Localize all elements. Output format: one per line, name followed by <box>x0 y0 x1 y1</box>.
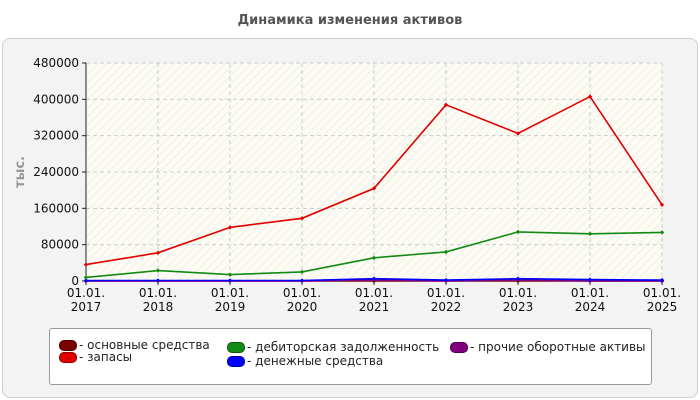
legend-item-receivables: - дебиторская задолженность <box>227 340 439 354</box>
x-tick-label: 01.01. 2018 <box>139 286 177 314</box>
y-tick-label: 240000 <box>33 165 79 179</box>
data-point <box>299 278 305 283</box>
legend-item-inventory: - запасы <box>59 350 132 364</box>
y-tick-labels: 0 80000 160000 240000 320000 400000 480000 <box>33 56 79 288</box>
data-point <box>515 131 521 136</box>
x-tick-label: 01.01. 2020 <box>283 286 321 314</box>
legend-item-fixed-assets: - основные средства <box>59 338 210 352</box>
data-point <box>659 230 665 235</box>
data-point <box>371 186 377 191</box>
data-point <box>587 231 593 236</box>
y-tick-label: 320000 <box>33 129 79 143</box>
x-tick-label: 01.01. 2025 <box>643 286 681 314</box>
y-tick-label: 0 <box>71 274 79 288</box>
x-tick-label: 01.01. 2019 <box>211 286 249 314</box>
x-tick-label: 01.01. 2024 <box>571 286 609 314</box>
data-point <box>227 278 233 283</box>
legend: - основные средства - запасы - дебиторск… <box>49 328 652 385</box>
data-point <box>371 255 377 261</box>
data-point <box>515 229 521 235</box>
legend-item-cash: - денежные средства <box>227 354 383 368</box>
y-axis-label: тыс. <box>13 156 28 188</box>
legend-swatch <box>59 340 77 351</box>
data-point <box>83 262 89 267</box>
legend-swatch <box>227 342 245 353</box>
legend-swatch <box>450 342 468 353</box>
data-point <box>443 249 449 255</box>
data-point <box>155 250 161 256</box>
y-tick-label: 160000 <box>33 201 79 215</box>
legend-label: - прочие оборотные активы <box>470 340 646 354</box>
data-point <box>227 272 233 277</box>
legend-swatch <box>227 356 245 367</box>
data-point <box>659 202 665 207</box>
data-point <box>227 225 233 230</box>
data-point <box>443 102 449 107</box>
data-point <box>587 94 593 99</box>
data-point <box>83 278 89 283</box>
data-point <box>155 278 161 283</box>
legend-label: - основные средства <box>79 338 210 352</box>
data-point <box>587 277 593 282</box>
x-tick-label: 01.01. 2023 <box>499 286 537 314</box>
data-point <box>83 275 89 280</box>
series-lines <box>83 94 665 284</box>
data-point <box>443 277 449 283</box>
data-point <box>659 277 665 283</box>
data-point <box>299 269 305 275</box>
y-tick-label: 480000 <box>33 56 79 70</box>
y-tick-label: 400000 <box>33 92 79 106</box>
legend-label: - запасы <box>79 350 133 364</box>
chart-title: Динамика изменения активов <box>237 13 463 28</box>
data-point <box>299 216 305 221</box>
y-tick-label: 80000 <box>41 238 79 252</box>
legend-label: - денежные средства <box>247 354 384 368</box>
data-point <box>371 276 377 281</box>
data-point <box>155 268 161 273</box>
x-tick-label: 01.01. 2021 <box>355 286 393 314</box>
x-tick-labels: 01.01. 2017 01.01. 2018 01.01. 2019 01.01. 2020… <box>67 286 681 314</box>
data-point <box>515 276 521 281</box>
legend-label: - дебиторская задолженность <box>247 340 440 354</box>
x-tick-label: 01.01. 2017 <box>67 286 105 314</box>
legend-swatch <box>59 352 77 363</box>
legend-item-other-current-assets: - прочие оборотные активы <box>450 340 646 354</box>
x-tick-label: 01.01. 2022 <box>427 286 465 314</box>
